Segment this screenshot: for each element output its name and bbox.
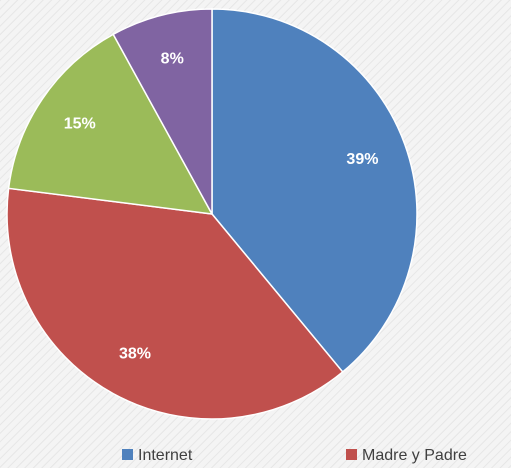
data-label: 39% [346, 151, 378, 168]
legend-swatch [122, 449, 133, 460]
legend-label: Madre y Padre [362, 447, 467, 464]
pie-slice [211, 8, 418, 374]
pie-slice [6, 187, 344, 420]
pie-slice [7, 33, 214, 215]
data-label: 8% [161, 50, 184, 67]
legend-swatch [346, 449, 357, 460]
pie-slice [112, 8, 213, 215]
legend-label: Internet [138, 447, 193, 464]
data-label: 15% [64, 115, 96, 132]
data-label: 38% [119, 345, 151, 362]
